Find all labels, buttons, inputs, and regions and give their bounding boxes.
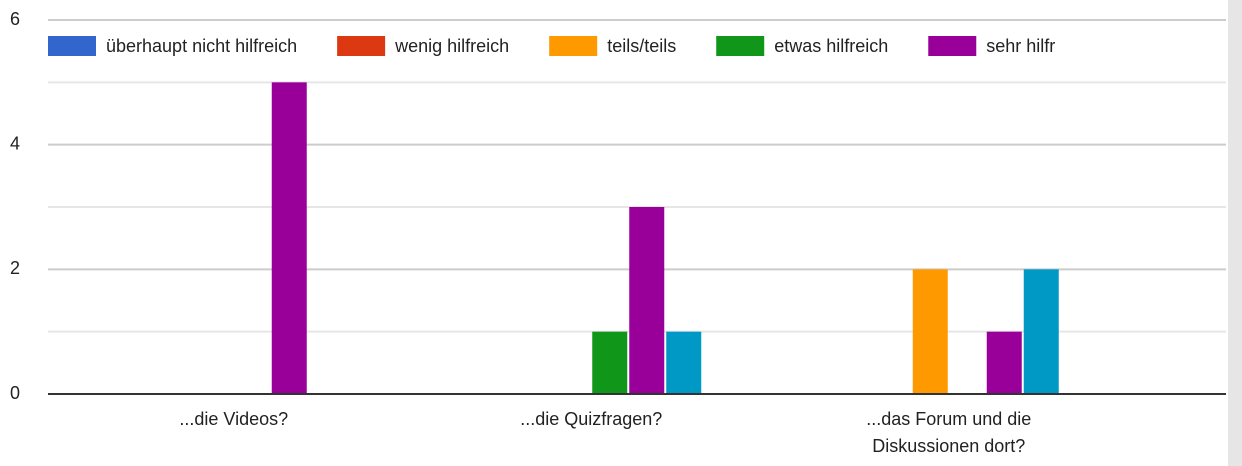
y-tick-label: 4	[10, 133, 20, 153]
x-tick-label: ...die Quizfragen?	[520, 409, 663, 429]
scrollbar	[1228, 0, 1242, 466]
x-tick-label: ...die Videos?	[179, 409, 289, 429]
x-tick-label: ...das Forum und die Diskussionen dort?	[866, 409, 1032, 456]
bar	[986, 331, 1022, 394]
legend-label: etwas hilfreich	[774, 36, 888, 56]
legend-label: überhaupt nicht hilfreich	[106, 36, 297, 56]
bar	[1023, 269, 1059, 394]
legend-swatch	[928, 36, 977, 56]
y-tick-label: 0	[10, 383, 20, 403]
legend-swatch	[716, 36, 765, 56]
bar	[666, 331, 702, 394]
legend-label: sehr hilfr	[986, 36, 1055, 56]
x-tick-label: ..	[1176, 406, 1226, 433]
legend-label: wenig hilfreich	[394, 36, 509, 56]
legend-swatch	[337, 36, 386, 56]
bar	[592, 331, 628, 394]
y-tick-label: 6	[10, 9, 20, 29]
legend-swatch	[549, 36, 598, 56]
bar	[271, 82, 307, 394]
y-tick-label: 2	[10, 258, 20, 278]
bar	[912, 269, 948, 394]
legend-swatch	[48, 36, 96, 56]
legend-label: teils/teils	[607, 36, 676, 56]
bar	[629, 207, 665, 394]
